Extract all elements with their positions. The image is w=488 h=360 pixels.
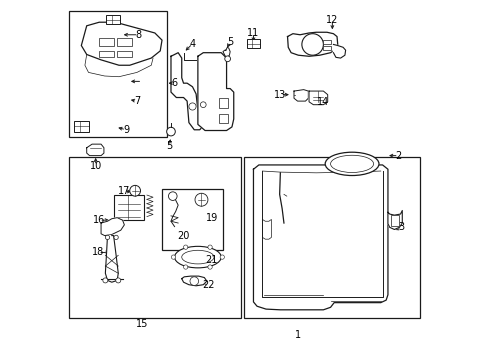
Bar xyxy=(323,40,330,44)
Circle shape xyxy=(116,278,121,283)
Circle shape xyxy=(224,56,230,62)
Polygon shape xyxy=(182,276,206,286)
Text: 22: 22 xyxy=(202,280,214,290)
Circle shape xyxy=(301,34,323,55)
Text: 6: 6 xyxy=(171,78,177,88)
Bar xyxy=(99,39,113,46)
Circle shape xyxy=(114,235,118,239)
Text: 10: 10 xyxy=(89,161,102,171)
Ellipse shape xyxy=(174,246,221,268)
Bar xyxy=(219,114,228,123)
Bar xyxy=(390,215,399,226)
Circle shape xyxy=(102,278,108,283)
Bar xyxy=(117,50,131,57)
Bar xyxy=(99,50,113,57)
Text: 13: 13 xyxy=(274,90,286,100)
Circle shape xyxy=(129,185,140,196)
Polygon shape xyxy=(81,22,162,65)
Polygon shape xyxy=(101,218,124,235)
Text: 19: 19 xyxy=(205,213,218,222)
Text: 3: 3 xyxy=(398,222,404,232)
Circle shape xyxy=(195,193,207,206)
Bar xyxy=(323,46,330,50)
Bar xyxy=(74,121,89,132)
Text: 5: 5 xyxy=(226,37,233,47)
Text: 5: 5 xyxy=(166,141,172,151)
Circle shape xyxy=(200,102,206,108)
Polygon shape xyxy=(293,90,308,101)
Text: 7: 7 xyxy=(134,96,140,106)
Bar xyxy=(69,157,241,318)
Bar xyxy=(106,15,120,24)
Bar xyxy=(113,195,144,220)
Polygon shape xyxy=(105,235,118,282)
Polygon shape xyxy=(171,53,203,130)
Bar xyxy=(219,98,228,108)
Circle shape xyxy=(183,265,187,269)
Circle shape xyxy=(207,265,212,269)
Circle shape xyxy=(183,245,187,249)
Circle shape xyxy=(105,235,109,239)
Ellipse shape xyxy=(182,250,214,264)
Bar xyxy=(162,189,223,250)
Text: 8: 8 xyxy=(135,30,142,40)
Text: 20: 20 xyxy=(177,231,189,240)
Ellipse shape xyxy=(330,155,373,172)
Ellipse shape xyxy=(325,152,378,176)
Bar xyxy=(246,39,260,48)
Bar xyxy=(69,12,167,137)
Circle shape xyxy=(168,192,177,201)
Text: 2: 2 xyxy=(395,150,401,161)
Polygon shape xyxy=(308,91,327,105)
Circle shape xyxy=(188,103,196,110)
Bar xyxy=(244,157,419,318)
Polygon shape xyxy=(198,53,233,131)
Circle shape xyxy=(171,255,175,259)
Text: 18: 18 xyxy=(92,247,104,257)
Polygon shape xyxy=(287,32,337,56)
Bar xyxy=(117,39,131,46)
Circle shape xyxy=(166,127,175,136)
Text: 4: 4 xyxy=(189,39,195,49)
Text: 1: 1 xyxy=(295,330,301,340)
Circle shape xyxy=(220,255,224,259)
Text: 14: 14 xyxy=(317,97,329,107)
Circle shape xyxy=(190,277,198,285)
Text: 12: 12 xyxy=(325,15,338,26)
Circle shape xyxy=(207,245,212,249)
Polygon shape xyxy=(387,211,402,229)
Text: 11: 11 xyxy=(247,28,259,38)
Text: 21: 21 xyxy=(205,255,217,265)
Polygon shape xyxy=(86,144,104,156)
Polygon shape xyxy=(253,165,387,310)
Text: 15: 15 xyxy=(136,319,148,329)
Polygon shape xyxy=(333,44,345,58)
Text: 16: 16 xyxy=(93,215,105,225)
Text: 9: 9 xyxy=(123,125,129,135)
Text: 17: 17 xyxy=(118,186,130,197)
